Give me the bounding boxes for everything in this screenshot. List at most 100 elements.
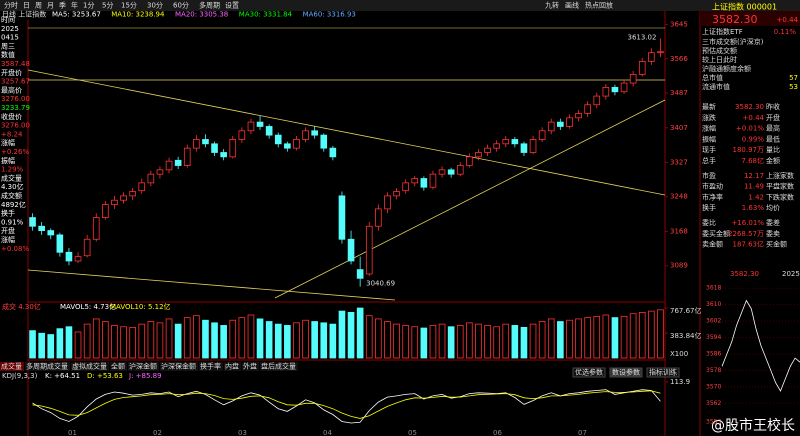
mini-tick: 3618 [706, 285, 721, 292]
candle-body [402, 182, 409, 192]
period-tab[interactable]: 周 [35, 2, 42, 10]
quote-cell: +0.01% [736, 125, 764, 133]
candle-body [447, 169, 455, 175]
indicator-tab[interactable]: 内盘 [225, 362, 239, 371]
volume-bar [302, 319, 309, 359]
volume-bar [375, 318, 382, 359]
period-tab[interactable]: 季 [59, 1, 66, 10]
indicator-tab[interactable]: 全额 [111, 362, 125, 371]
quote-cell: 187.63亿 [733, 240, 765, 249]
info-text: 最高价 [1, 85, 22, 94]
period-tab[interactable]: 设置 [225, 1, 239, 10]
period-tab[interactable]: 60分 [173, 1, 189, 10]
volume-bar [338, 310, 346, 359]
y-tick-label: 113.9 [670, 378, 690, 386]
tab-bg [260, 362, 298, 371]
volume-bar [238, 317, 246, 359]
candle-body [384, 195, 391, 210]
candle-body [438, 169, 446, 175]
volume-bar [484, 325, 491, 359]
period-tab[interactable]: 30分 [147, 1, 163, 10]
candle-body [657, 51, 664, 54]
indicator-tab[interactable]: 盘后成交量 [261, 362, 296, 371]
candle-body [329, 147, 337, 158]
indicator-tab[interactable]: 多周期成交量 [26, 362, 68, 371]
mini-tick: 3578 [706, 367, 721, 374]
volume-bar [393, 323, 400, 359]
indicator-tab[interactable]: 沪深金额 [129, 362, 157, 371]
ma-label: MA30: 3331.84 [239, 11, 293, 19]
param-button[interactable]: 优选参数 [575, 368, 603, 377]
kdj-label: K: +64.51 [45, 372, 80, 380]
candle-body [238, 130, 246, 140]
indicator-tab[interactable]: 沪深保金额 [161, 362, 196, 371]
candle-body [611, 87, 619, 93]
candle-body [620, 82, 628, 93]
quote-cell: 最低 [766, 134, 780, 143]
tool-button[interactable]: 热点回放 [585, 1, 613, 10]
info-text: 换手 [1, 209, 15, 218]
mini-tick: 3553 [706, 418, 721, 425]
quote-cell: 3582.30 [735, 103, 764, 111]
candle-body [475, 152, 482, 158]
volume-bar [129, 326, 136, 359]
x-label: 07 [578, 429, 587, 436]
volume-bar [247, 314, 255, 359]
quote-cell: 委卖 [766, 229, 780, 238]
x-label: 06 [493, 429, 502, 436]
tool-button[interactable]: 画线 [565, 1, 579, 10]
candle-body [165, 160, 173, 171]
volume-bar [411, 326, 419, 359]
volume-bar [575, 318, 582, 359]
volume-bar [102, 321, 109, 359]
candle-body [220, 152, 227, 158]
indicator-tab[interactable]: 虚拟成交量 [72, 362, 107, 371]
param-button[interactable]: 指标训练 [649, 368, 677, 377]
mini-line [721, 299, 800, 392]
y-tick-label: 3645 [670, 21, 688, 29]
tab-bg [199, 362, 223, 371]
period-tab[interactable]: 多周期 [199, 1, 220, 10]
candle-body [247, 121, 255, 132]
param-button[interactable]: 数设参数 [612, 368, 640, 377]
volume-bar [311, 321, 318, 359]
candle-body [375, 208, 382, 227]
quote-cell: 最新 [702, 102, 716, 111]
volume-bar [293, 322, 300, 359]
tab-bg [160, 362, 198, 371]
indicator-tab[interactable]: 换手率 [200, 362, 221, 371]
candle-body [193, 139, 200, 149]
quote-cell: 开盘 [766, 113, 780, 122]
quote-cell: +0.44 [743, 114, 765, 122]
volume-bar [538, 321, 546, 359]
indicator-tab[interactable]: 外盘 [243, 362, 257, 371]
y-tick-label: 383.84亿 [670, 331, 702, 340]
quote-cell: 2268.57万 [728, 230, 764, 238]
quote-cell: 最高 [766, 124, 780, 133]
info-text: 2025 [1, 25, 19, 33]
period-tab[interactable]: 5分 [102, 1, 113, 10]
indicator-tab[interactable]: 成交量 [1, 362, 22, 371]
candle-body [120, 195, 127, 201]
unit-label: X100 [670, 350, 688, 358]
period-tab[interactable]: 月 [47, 2, 54, 10]
info-row: 较上日此时 [702, 55, 737, 64]
volume-bar [274, 323, 282, 359]
tool-button[interactable]: 九转 [545, 1, 559, 10]
candle-body [74, 256, 82, 262]
info-text: 开盘 [1, 226, 15, 235]
period-tab[interactable]: 分时 [4, 1, 18, 10]
volume-bar [502, 323, 510, 359]
y-tick-label: 3407 [670, 124, 688, 132]
tab-bg [71, 362, 109, 371]
period-tab[interactable]: 日 [23, 2, 30, 10]
quote-cell: 委比 [702, 218, 716, 227]
candle-body [129, 191, 136, 197]
candle-body [293, 139, 300, 149]
volume-bar [638, 312, 646, 359]
period-tab[interactable]: 15分 [121, 1, 137, 10]
period-tab[interactable]: 年 [71, 1, 78, 10]
candle-body [493, 143, 500, 149]
period-tab[interactable]: 1分 [83, 1, 94, 10]
ma-label: MA60: 3316.93 [303, 11, 356, 19]
